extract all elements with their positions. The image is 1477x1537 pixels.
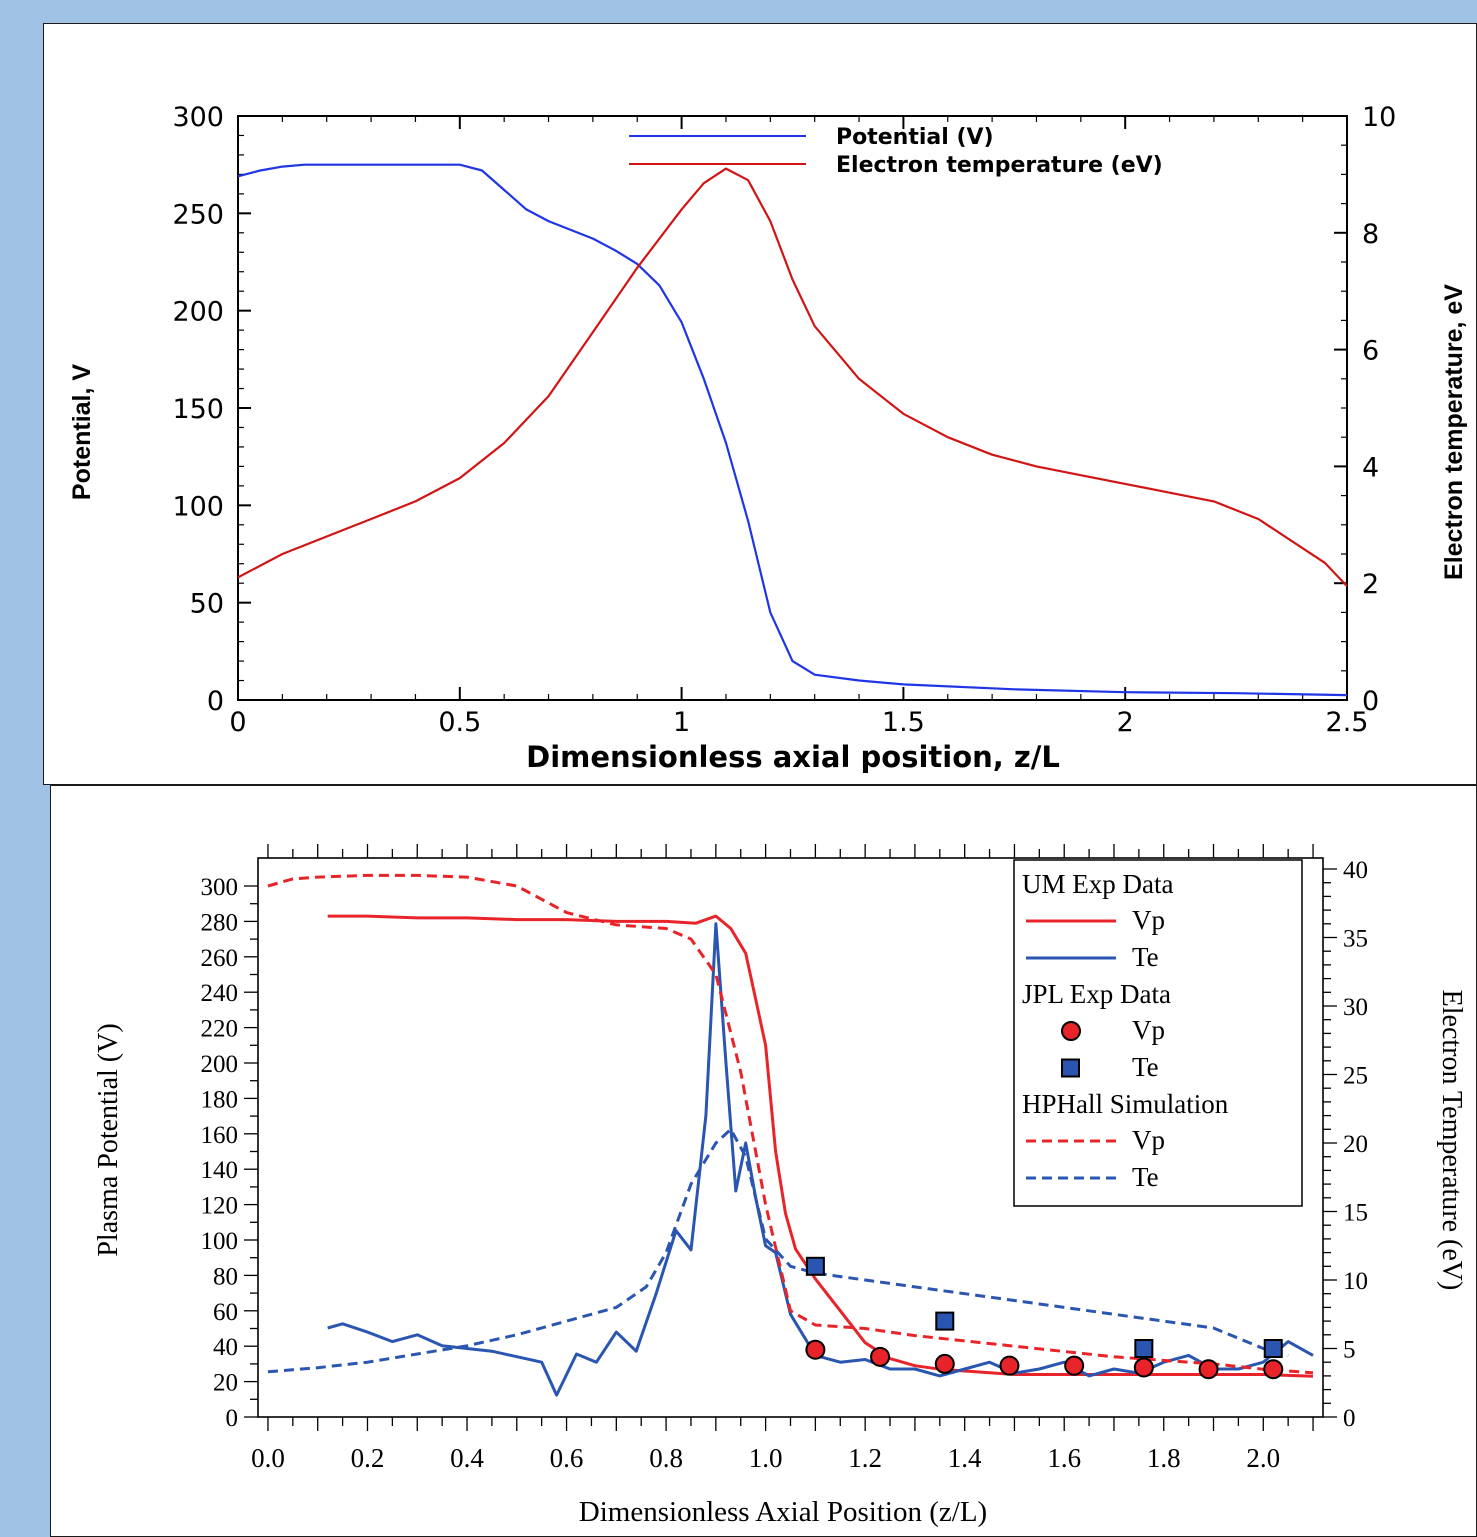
data-point-jpl-vp — [1198, 1359, 1219, 1380]
y-right-tick-label: 20 — [1343, 1131, 1368, 1158]
y-left-tick-label: 280 — [201, 909, 239, 936]
y-left-tick-label: 300 — [201, 874, 239, 901]
y-right-tick-label: 10 — [1343, 1268, 1368, 1295]
data-point-jpl-vp — [1133, 1357, 1154, 1378]
x-tick-label: 0.0 — [251, 1443, 285, 1473]
y-axis-label-left: Plasma Potential (V) — [93, 1023, 124, 1256]
y-left-tick-label: 220 — [201, 1016, 239, 1043]
y-right-tick-label: 15 — [1343, 1200, 1368, 1227]
y-left-tick-label: 0 — [207, 686, 224, 717]
y-left-tick-label: 20 — [213, 1370, 238, 1397]
y-right-tick-label: 4 — [1362, 452, 1379, 483]
chart-panel-top: 0 0.5 1 1.5 2 2.5 0 50 100 150 200 250 300 0 2 4 6 8 10 Po… — [43, 23, 1477, 785]
data-point-jpl-te — [1263, 1339, 1283, 1358]
legend-swatch — [1061, 1021, 1081, 1041]
x-tick-label: 1.5 — [882, 707, 925, 738]
y-left-tick-label: 140 — [201, 1157, 239, 1184]
y-right-tick-label: 35 — [1343, 926, 1368, 953]
y-left-tick-label: 260 — [201, 945, 239, 972]
y-left-tick-label: 300 — [172, 102, 224, 133]
x-tick-label: 0.6 — [550, 1443, 584, 1473]
data-point-jpl-vp — [1064, 1355, 1085, 1376]
legend-group-title: UM Exp Data — [1022, 869, 1173, 899]
legend-group-title: HPHall Simulation — [1022, 1089, 1229, 1119]
y-right-tick-label: 10 — [1362, 102, 1396, 133]
x-tick-label: 0 — [229, 707, 246, 738]
y-left-tick-label: 240 — [201, 980, 239, 1007]
y-right-tick-label: 2 — [1362, 569, 1379, 600]
x-tick-label: 1.4 — [948, 1443, 982, 1473]
y-left-tick-label: 250 — [172, 199, 224, 230]
legend-label: Te — [1132, 942, 1159, 972]
y-right-tick-label: 40 — [1343, 857, 1368, 884]
series-line-hphall-vp — [267, 873, 1314, 1375]
chart-panel-bottom: 0.0 0.2 0.4 0.6 0.8 1.0 1.2 1.4 1.6 1.8 2.0 0 20 40 60… — [50, 785, 1477, 1537]
legend-label: Te — [1132, 1052, 1159, 1082]
data-point-jpl-vp — [805, 1339, 826, 1360]
y-left-tick-label: 200 — [201, 1051, 239, 1078]
plot-frame — [237, 115, 1348, 701]
data-point-jpl-vp — [999, 1355, 1020, 1376]
y-left-tick-label: 80 — [213, 1263, 238, 1290]
legend-swatch — [1061, 1058, 1080, 1078]
y-right-tick-label: 5 — [1343, 1337, 1356, 1364]
y-left-tick-label: 40 — [213, 1334, 238, 1361]
y-right-tick-label: 8 — [1362, 219, 1379, 250]
legend-group-title: JPL Exp Data — [1022, 979, 1171, 1009]
x-tick-label: 2 — [1117, 707, 1134, 738]
y-left-tick-label: 200 — [172, 297, 224, 328]
y-left-tick-label: 100 — [172, 491, 224, 522]
x-tick-label: 1 — [673, 707, 690, 738]
data-point-jpl-te — [805, 1256, 825, 1276]
legend-label: Potential (V) — [836, 125, 994, 150]
y-right-tick-label: 0 — [1362, 686, 1379, 717]
series-line-hphall-te — [267, 1127, 1289, 1374]
y-left-tick-label: 50 — [190, 589, 224, 620]
y-right-tick-label: 0 — [1343, 1405, 1356, 1432]
y-axis-label-right: Electron Temperature (eV) — [1436, 990, 1467, 1291]
y-left-tick-label: 100 — [201, 1228, 239, 1255]
legend-label: Electron temperature (eV) — [836, 153, 1163, 178]
series-line-um-te — [327, 922, 1314, 1397]
y-right-tick-label: 6 — [1362, 336, 1379, 367]
x-tick-label: 0.8 — [649, 1443, 683, 1473]
x-tick-label: 2.5 — [1326, 707, 1369, 738]
series-line-um-vp — [327, 914, 1314, 1378]
y-axis-label-right: Electron temperature, eV — [1440, 284, 1468, 580]
y-left-tick-label: 150 — [172, 394, 224, 425]
legend-label: Vp — [1132, 1015, 1165, 1045]
x-tick-label: 0.5 — [438, 707, 481, 738]
legend-label: Vp — [1132, 1125, 1165, 1155]
legend-label: Vp — [1132, 905, 1165, 935]
y-right-tick-label: 30 — [1343, 994, 1368, 1021]
legend-label: Te — [1132, 1162, 1159, 1192]
y-left-tick-label: 0 — [226, 1405, 239, 1432]
data-point-jpl-te — [935, 1311, 955, 1331]
y-axis-label-left: Potential, V — [68, 364, 96, 500]
x-tick-label: 1.8 — [1147, 1443, 1181, 1473]
y-left-tick-label: 160 — [201, 1122, 239, 1149]
x-tick-label: 1.2 — [848, 1443, 882, 1473]
x-tick-label: 2.0 — [1246, 1443, 1280, 1473]
x-tick-label: 1.6 — [1047, 1443, 1081, 1473]
plasma-potential-chart: 0.0 0.2 0.4 0.6 0.8 1.0 1.2 1.4 1.6 1.8 2.0 0 20 40 60… — [93, 844, 1467, 1528]
y-left-tick-label: 60 — [213, 1299, 238, 1326]
series-line-electron-temperature — [237, 167, 1348, 587]
x-tick-label: 0.2 — [351, 1443, 385, 1473]
x-tick-label: 0.4 — [450, 1443, 484, 1473]
series-line-potential — [237, 163, 1348, 697]
y-left-tick-label: 180 — [201, 1086, 239, 1113]
y-right-tick-label: 25 — [1343, 1063, 1368, 1090]
data-point-jpl-vp — [934, 1353, 955, 1374]
x-axis-label: Dimensionless Axial Position (z/L) — [579, 1496, 987, 1528]
x-axis-label: Dimensionless axial position, z/L — [526, 740, 1060, 774]
x-tick-label: 1.0 — [749, 1443, 783, 1473]
data-point-jpl-te — [1134, 1339, 1154, 1358]
data-point-jpl-vp — [1263, 1359, 1284, 1380]
data-point-jpl-vp — [870, 1346, 891, 1367]
y-left-tick-label: 120 — [201, 1193, 239, 1220]
